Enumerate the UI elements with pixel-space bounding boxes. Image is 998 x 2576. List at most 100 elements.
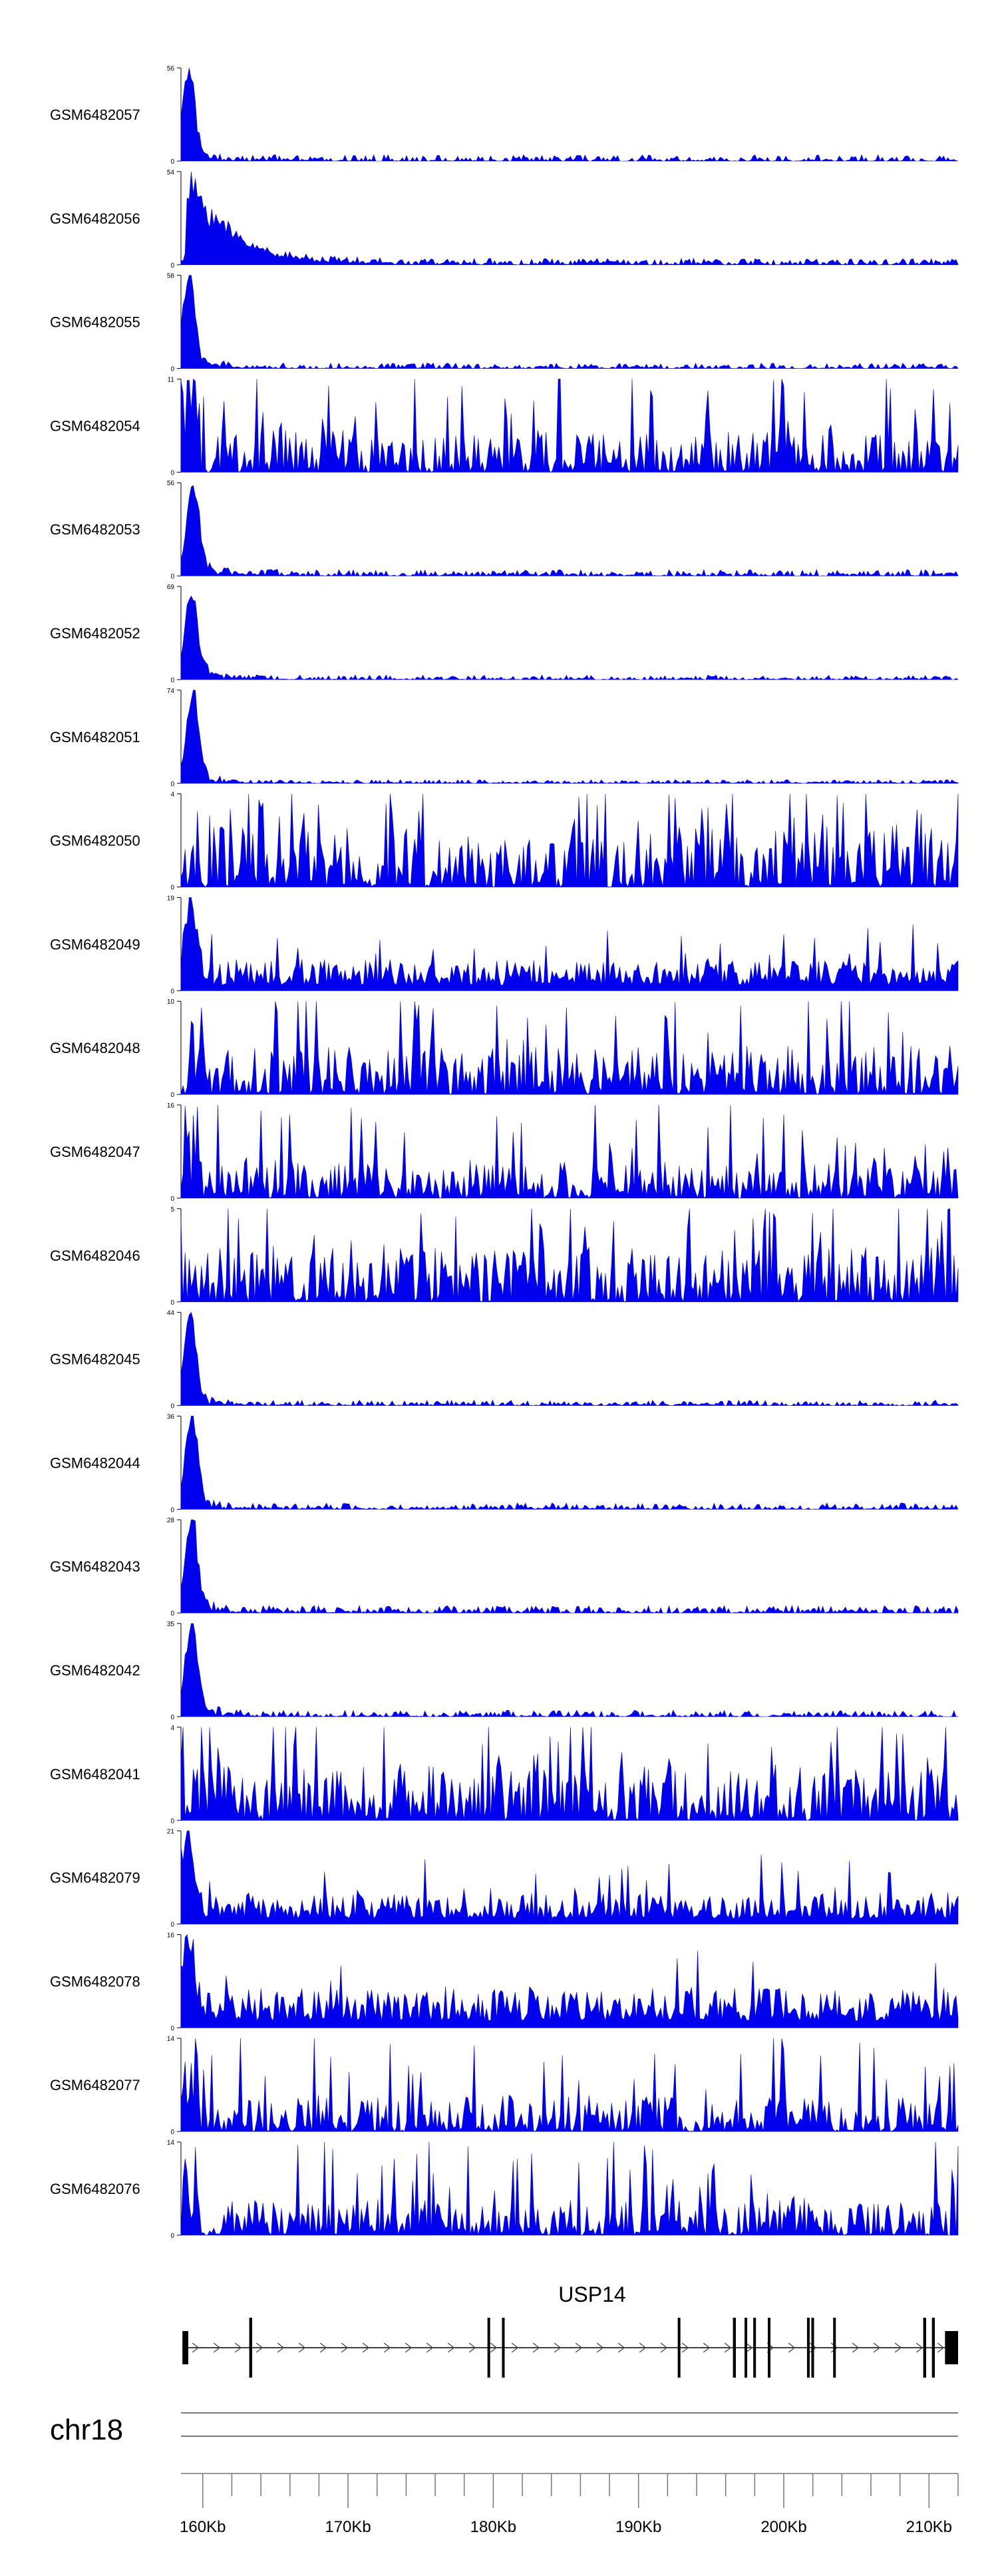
y-max-label: 5 — [170, 1206, 174, 1213]
strand-chevron — [937, 2342, 945, 2353]
chromosome-name: chr18 — [50, 2414, 123, 2446]
track-label: GSM6482051 — [50, 729, 140, 746]
y-min-label: 0 — [170, 573, 174, 580]
coverage-area — [180, 595, 959, 680]
strand-chevron — [298, 2342, 306, 2353]
track-GSM6482077: GSM6482077 14 0 — [50, 2036, 959, 2136]
strand-chevron — [894, 2342, 902, 2353]
strand-chevron — [915, 2342, 923, 2353]
y-min-label: 0 — [170, 1195, 174, 1203]
y-min-label: 0 — [170, 988, 174, 995]
track-label: GSM6482043 — [50, 1558, 140, 1575]
coverage-area — [180, 1623, 959, 1717]
track-GSM6482047: GSM6482047 16 0 — [50, 1102, 959, 1203]
track-GSM6482046: GSM6482046 5 0 — [50, 1206, 959, 1307]
strand-chevron — [490, 2342, 498, 2353]
gene-exon — [768, 2318, 771, 2378]
track-GSM6482055: GSM6482055 58 0 — [50, 273, 959, 373]
strand-chevron — [234, 2342, 242, 2353]
y-max-label: 58 — [167, 273, 175, 280]
track-label: GSM6482049 — [50, 936, 140, 953]
y-min-label: 0 — [170, 1818, 174, 1825]
track-label: GSM6482045 — [50, 1351, 140, 1368]
coverage-area — [180, 1311, 959, 1406]
strand-chevron — [468, 2342, 476, 2353]
y-max-label: 14 — [167, 2036, 175, 2043]
strand-chevron — [383, 2342, 391, 2353]
y-min-label: 0 — [170, 1092, 174, 1099]
coverage-area — [180, 2038, 959, 2133]
y-max-label: 56 — [167, 480, 175, 487]
gene-exon — [811, 2318, 814, 2378]
track-label: GSM6482052 — [50, 625, 140, 642]
coverage-area — [180, 1934, 959, 2028]
y-max-label: 36 — [167, 1413, 175, 1420]
y-min-label: 0 — [170, 1403, 174, 1410]
coverage-area — [180, 1519, 959, 1614]
y-max-label: 16 — [167, 1102, 175, 1110]
strand-chevron — [554, 2342, 562, 2353]
strand-chevron — [852, 2342, 860, 2353]
strand-chevron — [426, 2342, 434, 2353]
track-label: GSM6482050 — [50, 833, 140, 849]
y-max-label: 11 — [168, 376, 175, 383]
gene-exon — [249, 2318, 252, 2378]
track-GSM6482078: GSM6482078 16 0 — [50, 1932, 959, 2032]
track-label: GSM6482053 — [50, 521, 140, 538]
strand-chevron — [255, 2342, 263, 2353]
scale-tick-label: 190Kb — [615, 2518, 661, 2536]
gene-exon — [182, 2331, 188, 2364]
chromosome-track: chr18 — [50, 2412, 958, 2446]
track-label: GSM6482055 — [50, 314, 140, 331]
coverage-area — [180, 1727, 959, 1821]
y-max-label: 4 — [170, 791, 174, 799]
track-GSM6482041: GSM6482041 4 0 — [50, 1725, 959, 1825]
y-max-label: 19 — [167, 895, 175, 902]
y-max-label: 69 — [167, 584, 175, 591]
coverage-area — [180, 67, 959, 162]
gene-exon — [806, 2318, 810, 2378]
y-min-label: 0 — [170, 2025, 174, 2032]
strand-chevron — [703, 2342, 711, 2353]
strand-chevron — [873, 2342, 881, 2353]
strand-chevron — [277, 2342, 285, 2353]
y-min-label: 0 — [170, 1506, 174, 1514]
track-label: GSM6482057 — [50, 107, 140, 123]
y-min-label: 0 — [170, 2129, 174, 2136]
strand-chevron — [596, 2342, 604, 2353]
strand-chevron — [192, 2342, 200, 2353]
y-min-label: 0 — [170, 1922, 174, 1929]
coverage-tracks: GSM6482057560GSM6482056540GSM6482055580G… — [50, 65, 959, 2240]
track-GSM6482048: GSM6482048 10 0 — [50, 998, 959, 1099]
track-GSM6482043: GSM6482043 28 0 — [50, 1517, 959, 1617]
track-label: GSM6482079 — [50, 1870, 140, 1886]
track-label: GSM6482056 — [50, 210, 140, 227]
coverage-area — [180, 1104, 959, 1199]
genomic-scale-axis: 160Kb 170Kb 180Kb 190Kb 200Kb 210Kb — [180, 2473, 959, 2536]
y-min-label: 0 — [170, 1610, 174, 1617]
strand-chevron — [617, 2342, 625, 2353]
coverage-area — [180, 1208, 959, 1303]
strand-chevron — [575, 2342, 583, 2353]
y-min-label: 0 — [170, 2233, 174, 2240]
strand-chevron — [341, 2342, 349, 2353]
scale-tick-label: 210Kb — [906, 2518, 952, 2536]
strand-chevron — [405, 2342, 413, 2353]
y-max-label: 21 — [167, 1828, 175, 1836]
gene-track: USP14 — [182, 2282, 958, 2378]
y-min-label: 0 — [170, 469, 174, 477]
y-max-label: 74 — [167, 688, 175, 695]
track-GSM6482051: GSM6482051 74 0 — [50, 688, 959, 788]
coverage-area — [180, 485, 959, 577]
coverage-area — [180, 793, 959, 888]
coverage-area — [180, 2141, 959, 2237]
scale-tick-label: 180Kb — [470, 2518, 516, 2536]
coverage-area — [180, 1830, 959, 1924]
coverage-area — [180, 171, 959, 266]
y-min-label: 0 — [170, 158, 174, 166]
track-label: GSM6482047 — [50, 1144, 140, 1160]
coverage-area — [180, 1001, 959, 1096]
strand-chevron — [213, 2342, 221, 2353]
y-max-label: 56 — [167, 65, 175, 73]
